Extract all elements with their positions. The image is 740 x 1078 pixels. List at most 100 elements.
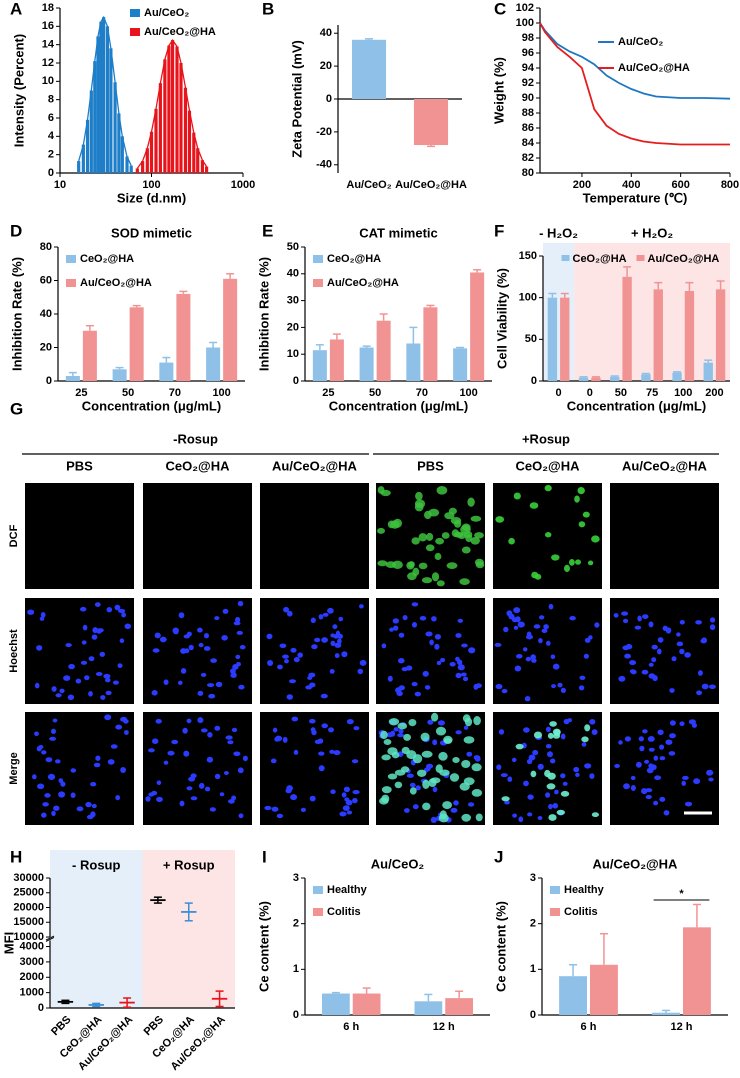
- bar: [167, 45, 171, 174]
- y-tick-label: 150: [519, 250, 537, 262]
- cell: [287, 610, 293, 617]
- bar: [141, 161, 145, 173]
- cell: [180, 648, 187, 654]
- cell: [524, 696, 531, 702]
- cell: [352, 797, 358, 804]
- cell: [124, 623, 132, 630]
- bar: [154, 108, 158, 173]
- y-tick-label: 0: [46, 375, 52, 387]
- cell: [319, 765, 324, 772]
- chart-title: Au/CeO₂@HA: [593, 856, 679, 871]
- micrograph: [610, 598, 719, 704]
- cell: [397, 733, 404, 738]
- cell: [641, 669, 649, 675]
- cell: [327, 607, 334, 614]
- cell: [541, 628, 548, 633]
- bar: [117, 113, 121, 173]
- cell: [59, 688, 65, 694]
- cell: [58, 791, 66, 798]
- cell: [156, 796, 163, 803]
- cell: [34, 731, 39, 737]
- cell: [124, 730, 129, 735]
- panel-label: H: [10, 847, 22, 866]
- cell: [495, 516, 505, 523]
- cell: [172, 627, 179, 634]
- region: [543, 243, 575, 381]
- cell: [574, 495, 580, 503]
- cell: [67, 694, 75, 701]
- cell: [494, 642, 502, 647]
- cell: [75, 678, 82, 684]
- cell: [121, 612, 126, 618]
- cell: [282, 736, 288, 743]
- cell: [406, 773, 414, 778]
- cell: [662, 625, 668, 631]
- legend-label: Healthy: [564, 884, 605, 896]
- x-tick-label: 25: [75, 387, 87, 399]
- x-tick-label: 100: [459, 387, 477, 399]
- y-tick-label: 0: [293, 375, 299, 387]
- cell: [636, 761, 642, 768]
- legend-label: CeO₂@HA: [573, 253, 627, 265]
- bar: [578, 377, 589, 381]
- bar: [684, 291, 695, 381]
- cell: [84, 675, 90, 681]
- legend-swatch: [313, 279, 323, 287]
- cell: [551, 554, 560, 561]
- cell: [408, 719, 417, 727]
- cell: [80, 660, 88, 665]
- cell: [679, 620, 685, 625]
- panel-label: E: [262, 221, 273, 240]
- cell: [654, 775, 662, 780]
- cell: [708, 777, 714, 782]
- cell: [474, 558, 484, 566]
- bar: [93, 61, 97, 173]
- cell: [623, 783, 630, 790]
- cell: [583, 653, 590, 659]
- cell: [618, 675, 626, 682]
- region: [574, 243, 730, 381]
- y-tick-label: 15000: [13, 916, 44, 928]
- cell: [581, 736, 589, 743]
- cell: [529, 502, 539, 509]
- cell: [210, 658, 218, 663]
- y-tick-label: 0: [530, 1009, 536, 1021]
- x-tick-label: 10: [54, 179, 66, 191]
- cell: [104, 714, 112, 721]
- cell: [156, 780, 162, 785]
- bar: [65, 375, 80, 381]
- bar: [77, 161, 81, 173]
- cell: [293, 657, 300, 663]
- cell: [546, 783, 556, 790]
- cell: [329, 749, 335, 754]
- y-tick-label: 1: [293, 963, 299, 975]
- cell: [232, 664, 239, 670]
- cell: [207, 683, 215, 688]
- cell: [709, 624, 716, 631]
- cell: [457, 664, 465, 671]
- cell: [94, 602, 101, 607]
- cell: [186, 718, 192, 724]
- bar: [641, 374, 651, 381]
- panel-label: B: [262, 0, 274, 18]
- cell: [286, 694, 293, 700]
- cell: [86, 814, 94, 820]
- legend-label: Au/CeO₂: [144, 7, 189, 19]
- cell: [545, 532, 552, 538]
- cell: [435, 537, 444, 545]
- y-tick-label: 50: [287, 241, 299, 253]
- row-label: Merge: [8, 752, 20, 784]
- cell: [425, 631, 433, 637]
- cell: [459, 578, 470, 585]
- cell: [41, 812, 47, 818]
- cell: [589, 719, 596, 725]
- cell: [554, 789, 559, 795]
- cell: [642, 614, 649, 619]
- cell: [219, 792, 225, 797]
- cell: [198, 782, 205, 789]
- cell: [179, 800, 185, 807]
- cell: [696, 690, 703, 696]
- cell: [513, 607, 521, 614]
- cell: [657, 648, 662, 655]
